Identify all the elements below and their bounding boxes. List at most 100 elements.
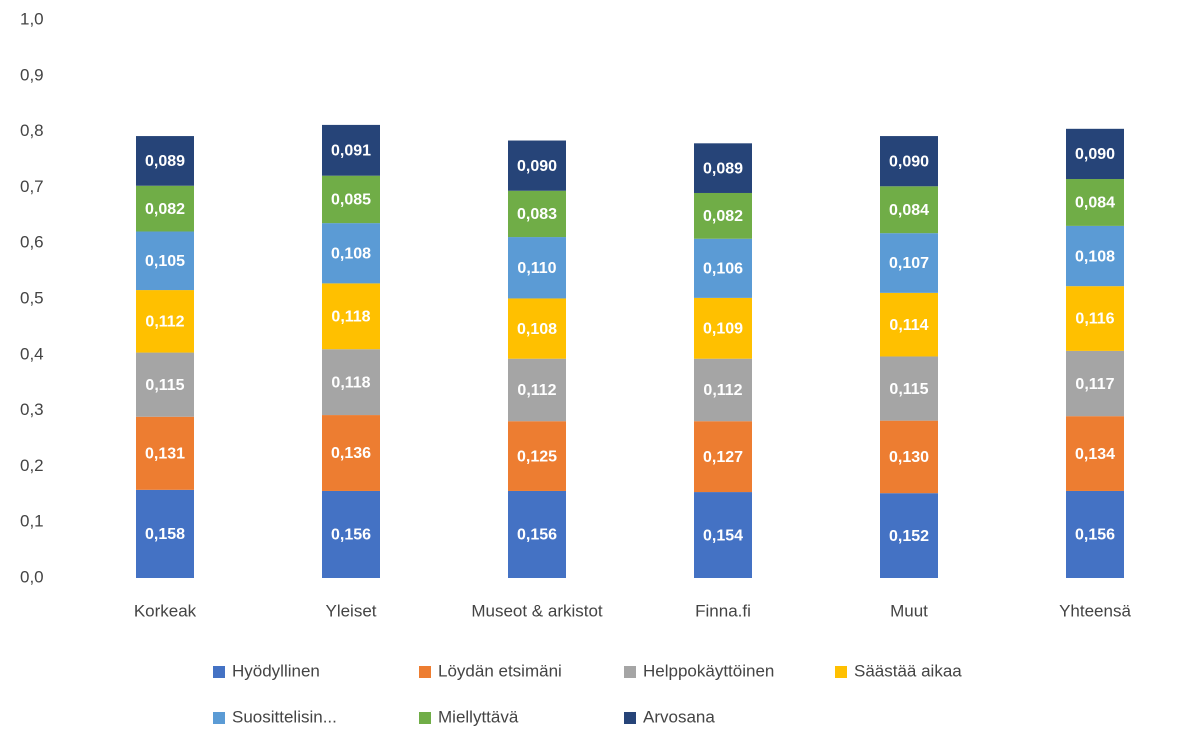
data-label: 0,118 (331, 309, 370, 326)
data-label: 0,115 (145, 377, 184, 394)
bar-segment (136, 136, 194, 186)
x-tick-label: Muut (890, 601, 928, 620)
data-label: 0,112 (145, 314, 184, 331)
bar-segment (880, 136, 938, 187)
bar-segment (694, 492, 752, 578)
data-label: 0,136 (331, 445, 371, 462)
data-label: 0,110 (517, 260, 556, 277)
data-label: 0,108 (331, 245, 371, 262)
bar-segment (136, 489, 194, 578)
legend-label: Suosittelisin... (232, 707, 337, 726)
bar-segment (1066, 286, 1124, 351)
data-label: 0,089 (703, 160, 743, 177)
data-label: 0,154 (703, 527, 743, 544)
bar-segment (880, 292, 938, 357)
legend-swatch (419, 666, 431, 678)
bar-segment (322, 175, 380, 224)
bar-segment (694, 143, 752, 193)
data-label: 0,082 (145, 201, 185, 218)
legend-swatch (213, 666, 225, 678)
legend-swatch (624, 712, 636, 724)
bar-segment (322, 349, 380, 416)
data-label: 0,158 (145, 526, 185, 543)
bar-segment (136, 290, 194, 353)
data-label: 0,131 (145, 446, 185, 463)
legend-label: Löydän etsimäni (438, 661, 562, 680)
bar-segment (694, 358, 752, 422)
bar-segment (880, 420, 938, 494)
bar-segment (1066, 179, 1124, 226)
bar-segment (508, 190, 566, 238)
legend-label: Säästää aikaa (854, 661, 962, 680)
data-label: 0,114 (889, 317, 928, 334)
bar-segment (322, 124, 380, 176)
bar-segment (508, 237, 566, 299)
data-label: 0,107 (889, 255, 929, 272)
bar-segment (508, 140, 566, 191)
bar-segment (136, 185, 194, 232)
bar-segment (1066, 416, 1124, 491)
bar-segment (1066, 128, 1124, 180)
x-tick-label: Yleiset (325, 601, 376, 620)
x-tick-label: Finna.fi (695, 601, 751, 620)
data-label: 0,084 (889, 202, 929, 219)
y-tick-label: 0,1 (20, 512, 44, 531)
data-label: 0,156 (331, 527, 371, 544)
bar-segment (694, 192, 752, 239)
data-label: 0,090 (889, 153, 929, 170)
bar-segment (322, 490, 380, 578)
bar-segment (508, 298, 566, 359)
bar-segment (322, 283, 380, 350)
bar-segment (880, 493, 938, 578)
legend-swatch (213, 712, 225, 724)
data-label: 0,118 (331, 374, 370, 391)
data-label: 0,106 (703, 261, 743, 278)
y-tick-label: 0,6 (20, 233, 44, 252)
bar-segment (136, 352, 194, 417)
legend-label: Hyödyllinen (232, 661, 320, 680)
bar-segment (508, 421, 566, 491)
y-tick-label: 0,8 (20, 121, 44, 140)
legend-label: Miellyttävä (438, 707, 519, 726)
data-label: 0,125 (517, 448, 557, 465)
data-label: 0,090 (1075, 146, 1115, 163)
data-label: 0,108 (1075, 248, 1115, 265)
bar-segment (136, 416, 194, 490)
data-label: 0,105 (145, 253, 185, 270)
bar-segment (136, 231, 194, 291)
data-label: 0,083 (517, 206, 557, 223)
y-tick-label: 0,5 (20, 288, 44, 307)
data-label: 0,156 (1075, 527, 1115, 544)
bar-segment (322, 415, 380, 491)
y-tick-label: 0,0 (20, 567, 44, 586)
data-label: 0,089 (145, 153, 185, 170)
bar-segment (508, 358, 566, 422)
bar-segment (1066, 350, 1124, 417)
data-label: 0,082 (703, 208, 743, 225)
bar-segment (1066, 225, 1124, 287)
data-label: 0,130 (889, 449, 929, 466)
data-label: 0,085 (331, 192, 371, 209)
bar-segment (694, 297, 752, 359)
y-tick-label: 1,0 (20, 9, 44, 28)
y-tick-label: 0,3 (20, 400, 44, 419)
legend-label: Arvosana (643, 707, 715, 726)
y-tick-label: 0,9 (20, 65, 44, 84)
y-tick-label: 0,2 (20, 456, 44, 475)
bar-segment (694, 238, 752, 298)
legend-swatch (835, 666, 847, 678)
legend-swatch (419, 712, 431, 724)
data-label: 0,108 (517, 321, 557, 338)
bar-segment (508, 490, 566, 578)
x-tick-label: Yhteensä (1059, 601, 1131, 620)
legend-swatch (624, 666, 636, 678)
bar-segment (880, 186, 938, 234)
data-label: 0,112 (517, 382, 556, 399)
data-label: 0,109 (703, 321, 743, 338)
x-tick-label: Korkeak (134, 601, 197, 620)
data-label: 0,152 (889, 528, 929, 545)
bar-segment (1066, 490, 1124, 578)
data-label: 0,127 (703, 449, 743, 466)
data-label: 0,090 (517, 158, 557, 175)
